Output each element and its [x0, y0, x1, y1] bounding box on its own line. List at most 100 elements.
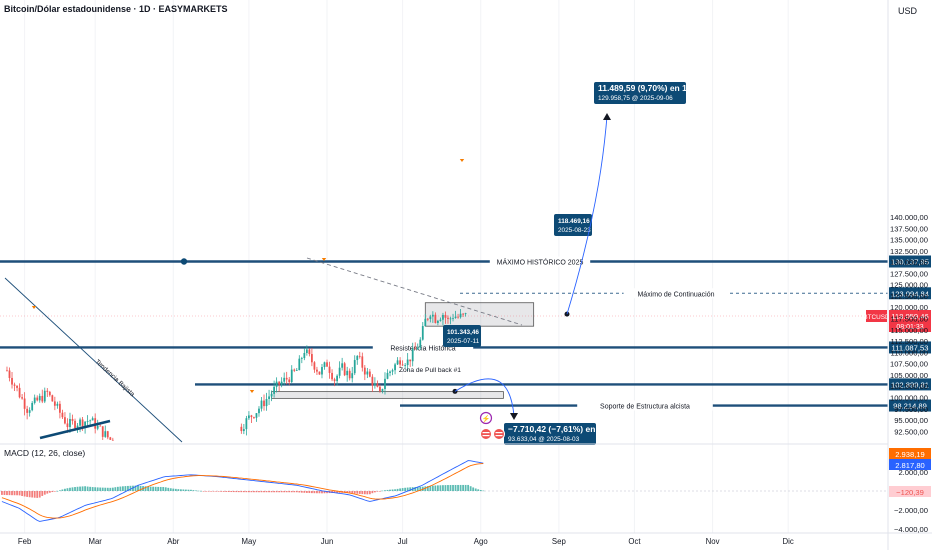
candle-body[interactable]	[394, 364, 396, 371]
candle-body[interactable]	[253, 417, 255, 418]
candle-body[interactable]	[96, 425, 99, 429]
candle-body[interactable]	[31, 402, 34, 411]
candle-body[interactable]	[424, 318, 427, 327]
candle-body[interactable]	[358, 355, 361, 357]
candle-body[interactable]	[321, 367, 323, 375]
candle-body[interactable]	[434, 314, 437, 323]
callout-start-down[interactable]	[443, 325, 481, 347]
candle-body[interactable]	[104, 431, 107, 437]
candle-body[interactable]	[374, 383, 376, 386]
candle-body[interactable]	[426, 318, 429, 320]
candle-body[interactable]	[84, 421, 86, 427]
candle-body[interactable]	[411, 348, 414, 362]
candle-body[interactable]	[409, 359, 412, 362]
candle-body[interactable]	[439, 319, 442, 321]
candle-body[interactable]	[331, 372, 333, 380]
candle-body[interactable]	[457, 316, 459, 318]
candle-body[interactable]	[333, 379, 336, 382]
candle-body[interactable]	[285, 377, 288, 380]
candle-body[interactable]	[18, 387, 21, 398]
candle-body[interactable]	[280, 381, 283, 385]
candle-body[interactable]	[454, 316, 457, 319]
candle-body[interactable]	[273, 386, 275, 394]
candle-body[interactable]	[384, 378, 386, 389]
us-flag-event-icon[interactable]	[493, 428, 505, 440]
candle-body[interactable]	[41, 395, 44, 402]
candle-body[interactable]	[303, 352, 306, 359]
candle-body[interactable]	[298, 358, 301, 371]
candle-body[interactable]	[414, 348, 417, 350]
candle-body[interactable]	[305, 349, 308, 353]
candle-body[interactable]	[74, 420, 76, 429]
candle-body[interactable]	[381, 388, 384, 392]
candle-body[interactable]	[36, 397, 39, 401]
candle-body[interactable]	[283, 377, 286, 382]
callout-target-down[interactable]	[504, 423, 596, 445]
candle-body[interactable]	[8, 370, 11, 378]
candle-body[interactable]	[275, 381, 278, 387]
candle-body[interactable]	[66, 423, 69, 428]
callout-start-up[interactable]	[554, 214, 592, 236]
candle-body[interactable]	[295, 370, 298, 371]
candle-body[interactable]	[242, 429, 245, 432]
candle-body[interactable]	[38, 395, 41, 401]
candle-body[interactable]	[404, 365, 407, 366]
candle-body[interactable]	[89, 420, 92, 422]
candle-body[interactable]	[313, 362, 316, 370]
candle-body[interactable]	[351, 373, 354, 379]
candle-body[interactable]	[318, 371, 321, 375]
candle-body[interactable]	[336, 375, 338, 382]
candle-body[interactable]	[368, 371, 371, 377]
candle-body[interactable]	[389, 371, 391, 373]
candle-body[interactable]	[106, 431, 109, 438]
candle-body[interactable]	[341, 363, 344, 368]
candle-body[interactable]	[366, 371, 369, 375]
candle-body[interactable]	[353, 360, 356, 374]
candle-body[interactable]	[442, 314, 444, 320]
candle-body[interactable]	[311, 354, 313, 363]
candle-body[interactable]	[431, 314, 434, 317]
candle-body[interactable]	[23, 398, 26, 409]
candle-body[interactable]	[293, 369, 296, 371]
candle-body[interactable]	[447, 317, 449, 319]
candle-body[interactable]	[464, 313, 467, 315]
candle-body[interactable]	[76, 425, 79, 429]
candle-body[interactable]	[459, 313, 462, 318]
candle-body[interactable]	[437, 320, 439, 323]
candle-body[interactable]	[346, 370, 349, 376]
candle-body[interactable]	[396, 360, 399, 365]
candle-body[interactable]	[326, 362, 328, 367]
candle-body[interactable]	[328, 366, 331, 373]
candle-body[interactable]	[101, 426, 104, 437]
candle-body[interactable]	[263, 400, 265, 407]
candle-body[interactable]	[270, 393, 273, 397]
candle-body[interactable]	[308, 349, 311, 355]
candle-body[interactable]	[416, 347, 419, 350]
candle-body[interactable]	[53, 401, 56, 406]
candle-body[interactable]	[250, 415, 253, 418]
candle-body[interactable]	[248, 415, 250, 419]
candle-body[interactable]	[290, 369, 293, 383]
candle-body[interactable]	[255, 413, 258, 418]
descending-resistance[interactable]	[306, 257, 523, 326]
candle-body[interactable]	[11, 377, 13, 385]
lightning-event-icon[interactable]	[479, 411, 493, 425]
candle-body[interactable]	[338, 367, 341, 376]
candle-body[interactable]	[99, 425, 102, 427]
candle-body[interactable]	[86, 421, 89, 422]
candle-body[interactable]	[371, 376, 374, 386]
candle-body[interactable]	[386, 372, 389, 379]
candle-body[interactable]	[419, 339, 422, 348]
candle-body[interactable]	[391, 370, 394, 372]
ath-anchor-point[interactable]	[180, 258, 188, 265]
candle-body[interactable]	[265, 398, 268, 407]
candle-body[interactable]	[48, 391, 51, 396]
candle-body[interactable]	[343, 363, 346, 376]
candle-body[interactable]	[81, 419, 84, 427]
candle-body[interactable]	[429, 316, 432, 320]
candle-body[interactable]	[28, 410, 31, 413]
candle-body[interactable]	[399, 360, 401, 365]
candles[interactable]	[6, 309, 467, 441]
candle-body[interactable]	[33, 397, 36, 403]
candle-body[interactable]	[26, 408, 29, 413]
